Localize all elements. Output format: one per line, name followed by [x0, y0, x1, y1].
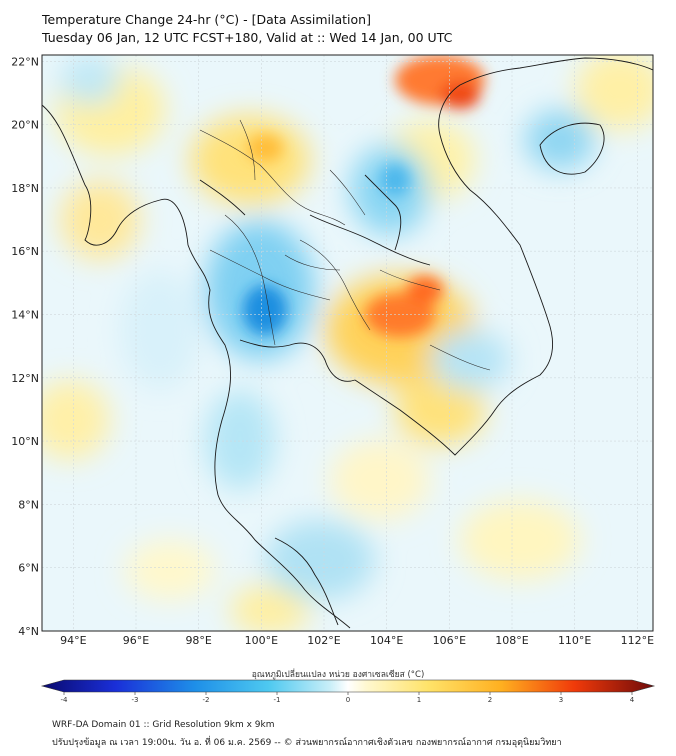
colorbar-tick-label: 4 — [630, 696, 635, 704]
gridlines — [42, 55, 653, 631]
colorbar-tick-label: 3 — [559, 696, 563, 704]
lat-tick-label: 10°N — [11, 435, 39, 448]
colorbar-tick-labels: -4 -3 -2 -1 0 1 2 3 4 — [61, 692, 635, 704]
colorbar-tick-label: 1 — [417, 696, 421, 704]
colorbar-tick-label: -3 — [132, 696, 139, 704]
colorbar-tick-label: -1 — [274, 696, 281, 704]
map-frame — [41, 54, 654, 632]
lon-tick-label: 112°E — [621, 634, 654, 647]
colorbar-tick-label: -2 — [203, 696, 210, 704]
coastlines — [42, 57, 653, 629]
lat-tick-label: 22°N — [11, 55, 39, 68]
lat-tick-label: 4°N — [18, 625, 39, 638]
map-title: Temperature Change 24-hr (°C) - [Data As… — [42, 12, 371, 27]
footer-update-info: ปรับปรุงข้อมูล ณ เวลา 19:00น. วัน อ. ที่… — [52, 738, 562, 748]
footer-model-info: WRF-DA Domain 01 :: Grid Resolution 9km … — [52, 720, 275, 730]
colorbar-tick-label: 2 — [488, 696, 492, 704]
lon-tick-label: 104°E — [370, 634, 403, 647]
colorbar: -4 -3 -2 -1 0 1 2 3 4 — [40, 679, 656, 704]
temperature-field — [42, 55, 653, 631]
province-borders — [199, 119, 491, 371]
lon-tick-label: 96°E — [123, 634, 149, 647]
lon-tick-label: 94°E — [60, 634, 86, 647]
latitude-tick-labels: 22°N 20°N 18°N 16°N 14°N 12°N 10°N 8°N 6°N 4°N — [11, 55, 39, 638]
lon-tick-label: 106°E — [433, 634, 466, 647]
lon-tick-label: 110°E — [558, 634, 591, 647]
colorbar-title: อุณหภูมิเปลี่ยนแปลง หน่วย องศาเซลเซียส (… — [251, 670, 425, 680]
map-subtitle: Tuesday 06 Jan, 12 UTC FCST+180, Valid a… — [42, 30, 453, 45]
lon-tick-label: 108°E — [495, 634, 528, 647]
lat-tick-label: 14°N — [11, 309, 39, 322]
lat-tick-label: 6°N — [18, 562, 39, 575]
colorbar-tick-label: 0 — [346, 696, 350, 704]
lon-tick-label: 102°E — [307, 634, 340, 647]
lat-tick-label: 18°N — [11, 182, 39, 195]
lat-tick-label: 12°N — [11, 372, 39, 385]
longitude-tick-labels: 94°E 96°E 98°E 100°E 102°E 104°E 106°E 108°E 110… — [60, 634, 654, 647]
lon-tick-label: 100°E — [245, 634, 278, 647]
colorbar-scale — [40, 679, 656, 693]
lat-tick-label: 8°N — [18, 498, 39, 511]
lon-tick-label: 98°E — [185, 634, 211, 647]
lat-tick-label: 16°N — [11, 245, 39, 258]
lat-tick-label: 20°N — [11, 119, 39, 132]
colorbar-tick-label: -4 — [61, 696, 69, 704]
